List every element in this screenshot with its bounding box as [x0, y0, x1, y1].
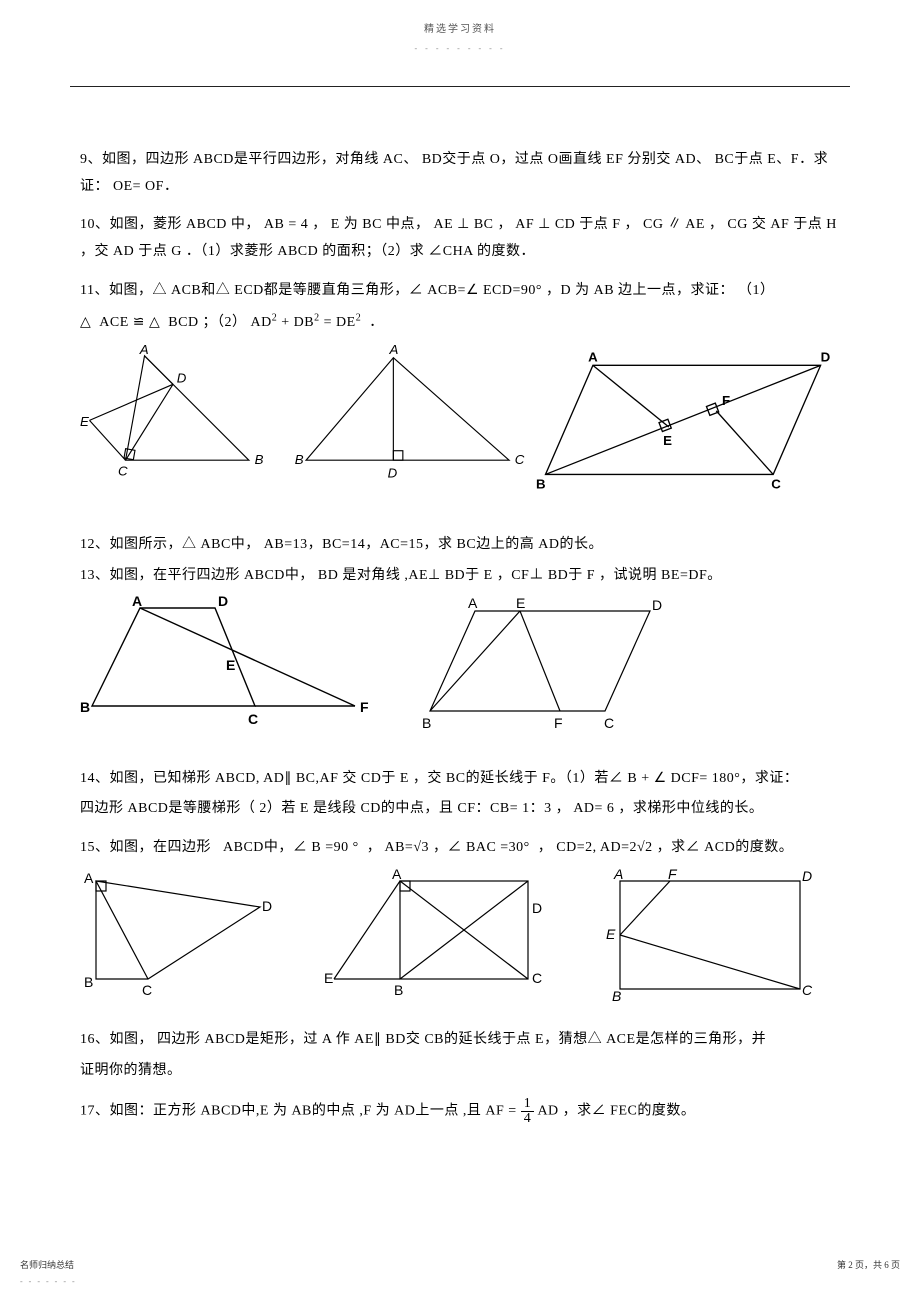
problem-17: 17、如图：正方形 ABCD中,E 为 AB的中点 ,F 为 AD上一点 ,且 … [80, 1097, 840, 1126]
fig5-label-C: C [604, 715, 614, 731]
fig8-label-F: F [668, 867, 678, 882]
page-header-label: 精选学习资料 [70, 20, 850, 39]
problem-10: 10、如图，菱形 ABCD 中， AB = 4 ， E 为 BC 中点， AE … [80, 212, 840, 265]
problem-9: 9、如图，四边形 ABCD是平行四边形，对角线 AC、 BD交于点 O，过点 O… [80, 147, 840, 200]
fraction-numerator: 1 [521, 1097, 535, 1112]
fig3-label-A: A [589, 350, 599, 365]
figure-13: A B C D E F [536, 342, 840, 512]
figure-15: A B C D [80, 867, 280, 1007]
fig8-label-A: A [613, 867, 623, 882]
fig3-label-C: C [772, 477, 782, 492]
fig5-label-E: E [516, 596, 525, 611]
fig4-label-C: C [248, 711, 258, 727]
footer-left-dots: - - - - - - - [20, 1274, 77, 1289]
footer-right: 第 2 页，共 6 页 [837, 1257, 900, 1289]
fraction-1-4: 1 4 [521, 1097, 535, 1126]
fig4-label-F: F [360, 699, 369, 715]
fig1-label-E: E [80, 414, 89, 429]
page-footer: 名师归纳总结 - - - - - - - 第 2 页，共 6 页 [20, 1257, 900, 1289]
figure-16: A B C D E [320, 867, 550, 1007]
fig6-label-D: D [262, 898, 272, 914]
fig5-label-A: A [468, 596, 478, 611]
figure-row-1: A B C D E A B C D A B C D E F [80, 342, 840, 512]
problem-11-line1: 11、如图，△ ACB和△ ECD都是等腰直角三角形，∠ ACB=∠ ECD=9… [80, 278, 840, 305]
footer-left-label: 名师归纳总结 [20, 1257, 77, 1274]
fig7-label-D: D [532, 900, 542, 916]
figure-14: A B C D E F [80, 596, 370, 746]
fig4-label-E: E [226, 657, 235, 673]
p17-b: AD ，求∠ FEC的度数。 [537, 1103, 695, 1118]
problem-15: 15、如图，在四边形 ABCD中，∠ B =90 ° ， AB=√3 ，∠ BA… [80, 835, 840, 862]
problem-16-line1: 16、如图， 四边形 ABCD是矩形，过 A 作 AE∥ BD交 CB的延长线于… [80, 1027, 840, 1054]
fig8-label-B: B [612, 988, 621, 1004]
fig2-label-B: B [295, 452, 304, 467]
problem-13: 13、如图，在平行四边形 ABCD中， BD 是对角线 ,AE⊥ BD于 E ，… [80, 563, 840, 590]
fig3-label-F: F [722, 394, 730, 409]
fig6-label-B: B [84, 974, 93, 990]
figure-row-3: A B C D A B C D E A F D E B C [80, 867, 840, 1007]
figure-13b: A E D B F C [420, 596, 680, 746]
fig2-label-C: C [515, 452, 525, 467]
fig7-label-A: A [392, 867, 402, 882]
fig1-label-C: C [118, 464, 128, 479]
fig4-label-B: B [80, 699, 90, 715]
page-header-dots: - - - - - - - - - [70, 41, 850, 56]
fig3-label-D: D [821, 350, 831, 365]
fig1-label-D: D [177, 371, 187, 386]
fig6-label-A: A [84, 870, 94, 886]
p17-a: 17、如图：正方形 ABCD中,E 为 AB的中点 ,F 为 AD上一点 ,且 … [80, 1103, 521, 1118]
fig5-label-D: D [652, 597, 662, 613]
fig7-label-C: C [532, 970, 542, 986]
top-divider [70, 86, 850, 87]
problem-12: 12、如图所示，△ ABC中， AB=13，BC=14，AC=15，求 BC边上… [80, 532, 840, 559]
fig4-label-A: A [132, 596, 142, 609]
figure-12: A B C D [289, 342, 526, 512]
fig2-label-D: D [388, 466, 398, 481]
p15-text: 15、如图，在四边形 ABCD中，∠ B =90 ° ， AB=√3 ，∠ BA… [80, 840, 793, 855]
fig1-label-A: A [139, 342, 149, 357]
fraction-denominator: 4 [521, 1112, 535, 1126]
fig8-label-C: C [802, 982, 813, 998]
fig5-label-F: F [554, 715, 563, 731]
fig7-label-B: B [394, 982, 403, 998]
problem-16-line2: 证明你的猜想。 [80, 1058, 840, 1085]
fig3-label-E: E [664, 433, 673, 448]
footer-left: 名师归纳总结 - - - - - - - [20, 1257, 77, 1289]
figure-11: A B C D E [80, 342, 279, 512]
fig8-label-D: D [802, 868, 812, 884]
fig5-label-B: B [422, 715, 431, 731]
problem-14-line2: 四边形 ABCD是等腰梯形（ 2）若 E 是线段 CD的中点，且 CF：CB= … [80, 796, 840, 823]
fig1-label-B: B [255, 452, 264, 467]
figure-17: A F D E B C [590, 867, 820, 1007]
problem-11-line2: △ ACE ≌ △ BCD ；（2） AD2 + DB2 = DE2 ． [80, 308, 840, 336]
figure-row-2: A B C D E F A E D B F C [80, 596, 840, 746]
problem-11b-text: △ ACE ≌ △ BCD ；（2） AD2 + DB2 = DE2 ． [80, 315, 384, 330]
page-content: 9、如图，四边形 ABCD是平行四边形，对角线 AC、 BD交于点 O，过点 O… [70, 147, 850, 1125]
fig3-label-B: B [536, 477, 546, 492]
fig7-label-E: E [324, 970, 333, 986]
fig6-label-C: C [142, 982, 152, 998]
fig8-label-E: E [606, 926, 616, 942]
problem-14-line1: 14、如图，已知梯形 ABCD, AD∥ BC,AF 交 CD于 E ，交 BC… [80, 766, 840, 793]
fig4-label-D: D [218, 596, 228, 609]
fig2-label-A: A [389, 342, 399, 357]
